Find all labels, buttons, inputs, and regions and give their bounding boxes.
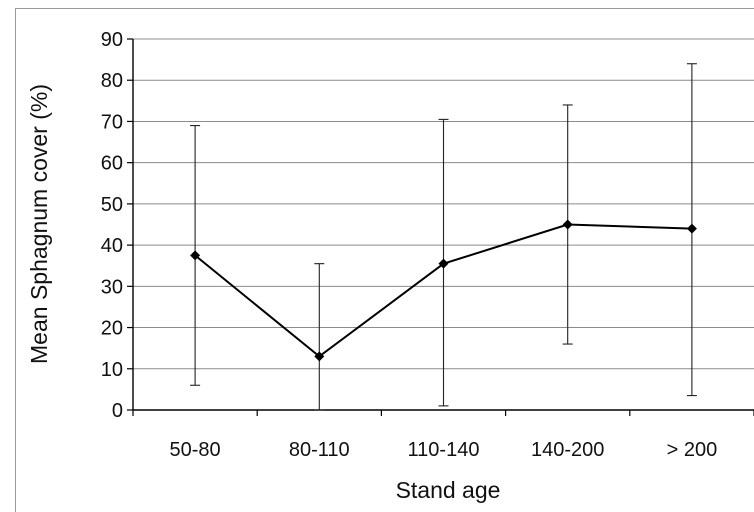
data-point (438, 258, 449, 269)
y-tick-label: 0 (112, 400, 123, 422)
tick-labels: 0 10 20 30 40 50 60 70 80 90 50-80 80-110 110-140 140… (101, 29, 717, 461)
data-point (686, 223, 697, 234)
data-points (190, 219, 697, 362)
y-tick-label: 70 (101, 111, 123, 133)
x-axis-title: Stand age (396, 477, 501, 503)
y-tick-label: 30 (101, 276, 123, 298)
y-tick-label: 60 (101, 153, 123, 175)
x-tick-label: > 200 (667, 439, 718, 461)
chart-frame (15, 8, 754, 512)
y-tick-label: 10 (101, 359, 123, 381)
x-tick-label: 50-80 (170, 439, 221, 461)
y-tick-label: 40 (101, 235, 123, 257)
y-axis-title: Mean Sphagnum cover (%) (26, 84, 52, 364)
data-point (314, 351, 325, 362)
axes (127, 38, 754, 416)
y-tick-label: 90 (101, 29, 123, 51)
y-tick-label: 20 (101, 318, 123, 340)
data-point (190, 250, 201, 261)
x-tick-label: 140-200 (531, 439, 604, 461)
y-tick-label: 50 (101, 194, 123, 216)
x-tick-label: 110-140 (408, 439, 480, 461)
x-tick-label: 80-110 (289, 439, 350, 461)
data-point (562, 219, 573, 230)
y-tick-label: 80 (101, 70, 123, 92)
error-bars (190, 63, 697, 411)
